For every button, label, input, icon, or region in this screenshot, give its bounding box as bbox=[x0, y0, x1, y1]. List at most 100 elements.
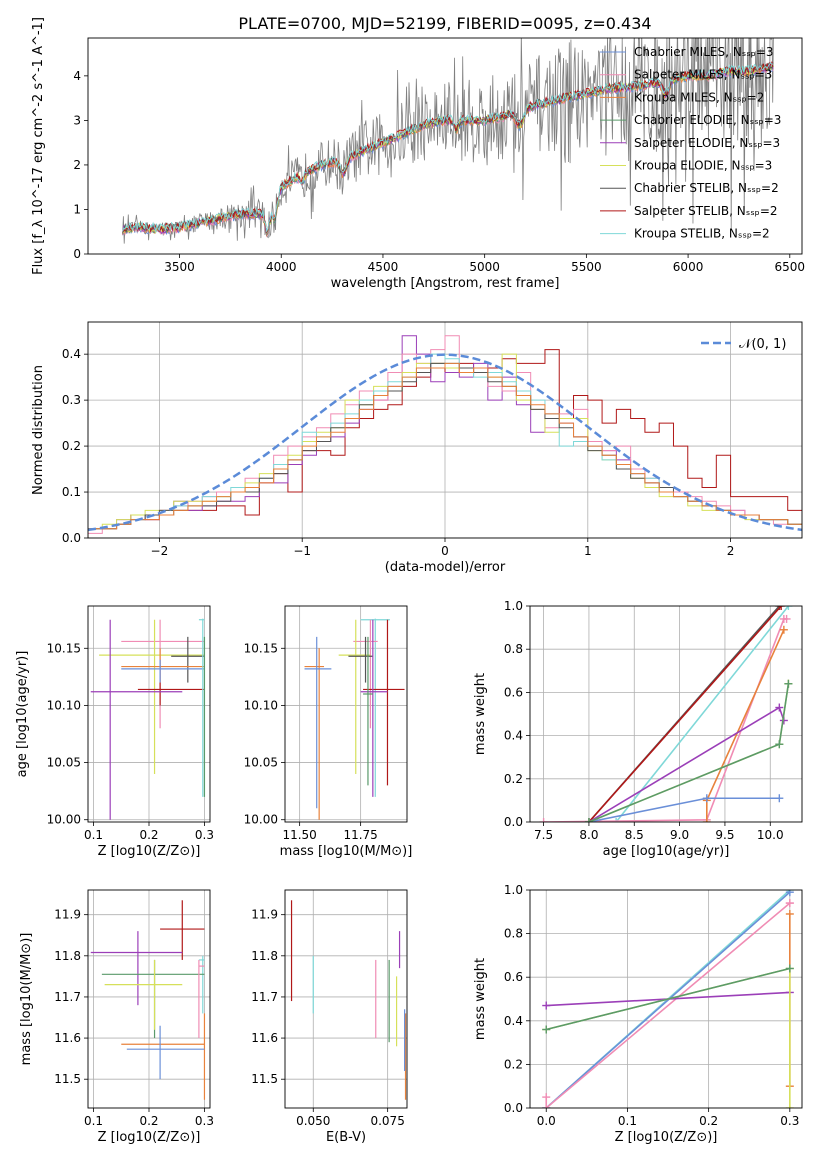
spectrum-panel: 3500 4000 4500 5000 5500 6000 6500 0 1 2 3 4 wavelen… bbox=[31, 17, 806, 291]
x-tick-label: 11.75 bbox=[343, 828, 377, 842]
x-tick-label: 0.2 bbox=[699, 1114, 718, 1128]
weight-line-salpeter-elodie bbox=[588, 706, 785, 822]
y-tick-label: 11.7 bbox=[251, 990, 278, 1004]
y-tick-label: 11.9 bbox=[54, 908, 81, 922]
x-tick-label: 1 bbox=[584, 544, 592, 558]
weight-line-salpeter-stelib bbox=[588, 606, 782, 822]
x-axis-label: Z [log10(Z/Z⊙)] bbox=[615, 1130, 718, 1145]
x-tick-label: 0.3 bbox=[195, 1114, 214, 1128]
legend-label: Chabrier ELODIE, Nₛₛₚ=3 bbox=[634, 113, 781, 127]
y-tick-label: 11.9 bbox=[251, 908, 278, 922]
x-tick-label: 8.5 bbox=[625, 828, 644, 842]
y-tick-label: 1 bbox=[73, 202, 81, 216]
plot-area bbox=[530, 606, 802, 822]
plot-area bbox=[88, 606, 210, 822]
mass-vs-ebv-panel: 0.050 0.075 11.5 11.6 11.7 11.8 11.9 E(B-V) bbox=[251, 889, 408, 1145]
y-tick-label: 1.0 bbox=[504, 599, 523, 613]
x-tick-label: 5000 bbox=[469, 260, 500, 274]
age-vs-mass-panel: 11.50 11.75 10.00 10.05 10.10 10.15 mass [log1… bbox=[244, 605, 412, 859]
y-tick-label: 10.10 bbox=[244, 698, 278, 712]
y-tick-label: 0 bbox=[73, 247, 81, 261]
x-tick-label: −1 bbox=[293, 544, 311, 558]
y-tick-label: 10.00 bbox=[47, 813, 81, 827]
x-tick-label: 6500 bbox=[775, 260, 806, 274]
mass-vs-metallicity-panel: 0.1 0.2 0.3 11.5 11.6 11.7 11.8 11.9 Z [log10(Z/… bbox=[19, 889, 214, 1145]
y-tick-label: 0.2 bbox=[504, 1057, 523, 1071]
x-tick-label: 0.2 bbox=[139, 1114, 158, 1128]
y-axis-label: Normed distribution bbox=[31, 365, 46, 495]
x-tick-label: 0.3 bbox=[195, 828, 214, 842]
y-tick-label: 10.10 bbox=[47, 698, 81, 712]
y-tick-label: 0.1 bbox=[62, 485, 81, 499]
x-tick-label: 8.0 bbox=[579, 828, 598, 842]
x-tick-label: 0.075 bbox=[370, 1114, 404, 1128]
normal-distribution-curve bbox=[88, 353, 802, 532]
y-tick-label: 11.7 bbox=[54, 990, 81, 1004]
axes-frame bbox=[87, 321, 803, 539]
x-tick-label: 7.5 bbox=[534, 828, 553, 842]
y-axis-label: mass [log10(M/M⊙)] bbox=[19, 933, 34, 1066]
y-tick-label: 0.4 bbox=[62, 347, 81, 361]
x-tick-label: 0.0 bbox=[537, 1114, 556, 1128]
spectrum-legend: Chabrier MILES, Nₛₛₚ=3 Salpeter MILES, Nₛ… bbox=[600, 45, 781, 241]
axes-frame bbox=[87, 889, 211, 1109]
x-tick-label: 4500 bbox=[368, 260, 399, 274]
histogram-kroupa-miles bbox=[88, 362, 802, 538]
y-tick-label: 0.3 bbox=[62, 393, 81, 407]
legend-label: Chabrier MILES, Nₛₛₚ=3 bbox=[634, 45, 774, 59]
y-tick-label: 11.6 bbox=[54, 1031, 81, 1045]
axes-frame bbox=[284, 889, 408, 1109]
y-tick-label: 0.2 bbox=[62, 439, 81, 453]
model-spectrum-kroupa-stelib bbox=[122, 62, 774, 233]
legend-label: Salpeter MILES, Nₛₛₚ=3 bbox=[634, 68, 772, 82]
x-tick-label: 0.2 bbox=[139, 828, 158, 842]
y-tick-label: 0.2 bbox=[504, 772, 523, 786]
y-tick-label: 10.15 bbox=[244, 641, 278, 655]
y-tick-label: 4 bbox=[73, 69, 81, 83]
y-tick-label: 1.0 bbox=[504, 883, 523, 897]
legend-label: Kroupa ELODIE, Nₛₛₚ=3 bbox=[634, 159, 772, 173]
axes-frame bbox=[87, 37, 803, 255]
y-tick-label: 3 bbox=[73, 113, 81, 127]
mass-weight-vs-age-panel: 7.5 8.0 8.5 9.0 9.5 10.0 0.0 0.2 0.4 0.6 0.8 1.0 age… bbox=[473, 599, 803, 859]
legend-label: Salpeter ELODIE, Nₛₛₚ=3 bbox=[634, 136, 780, 150]
x-tick-label: 9.5 bbox=[715, 828, 734, 842]
x-axis-label: (data-model)/error bbox=[385, 560, 506, 575]
weight-line-kroupa-stelib bbox=[615, 606, 790, 822]
x-tick-label: 0.1 bbox=[84, 828, 103, 842]
y-tick-label: 0.0 bbox=[504, 1101, 523, 1115]
weight-line-kroupa-elodie bbox=[546, 967, 791, 1108]
legend-label: Kroupa STELIB, Nₛₛₚ=2 bbox=[634, 227, 770, 241]
x-tick-label: 0.050 bbox=[296, 1114, 330, 1128]
y-tick-label: 10.05 bbox=[47, 756, 81, 770]
y-tick-label: 0.0 bbox=[504, 815, 523, 829]
legend-label: Kroupa MILES, Nₛₛₚ=2 bbox=[634, 90, 764, 104]
x-tick-label: 0.3 bbox=[780, 1114, 799, 1128]
x-axis-label: E(B-V) bbox=[326, 1130, 366, 1145]
weight-line-chabrier-miles bbox=[545, 891, 791, 1108]
y-tick-label: 10.00 bbox=[244, 813, 278, 827]
x-tick-label: 4000 bbox=[266, 260, 297, 274]
x-axis-label: Z [log10(Z/Z⊙)] bbox=[98, 844, 201, 859]
x-tick-label: 6000 bbox=[673, 260, 704, 274]
residual-legend: 𝒩(0, 1) bbox=[701, 337, 786, 352]
legend-label: Chabrier STELIB, Nₛₛₚ=2 bbox=[634, 181, 779, 195]
y-axis-label: mass weight bbox=[473, 673, 488, 755]
y-axis-label: mass weight bbox=[473, 958, 488, 1040]
plot-area bbox=[530, 890, 802, 1108]
legend-label: Salpeter STELIB, Nₛₛₚ=2 bbox=[634, 204, 778, 218]
plot-area bbox=[88, 890, 210, 1108]
y-tick-label: 2 bbox=[73, 158, 81, 172]
plot-area bbox=[88, 322, 802, 538]
x-tick-label: 3500 bbox=[164, 260, 195, 274]
y-tick-label: 0.0 bbox=[62, 531, 81, 545]
x-tick-label: 0 bbox=[441, 544, 449, 558]
x-axis-label: Z [log10(Z/Z⊙)] bbox=[98, 1130, 201, 1145]
y-axis-label: age [log10(age/yr)] bbox=[15, 651, 30, 778]
y-tick-label: 11.8 bbox=[251, 949, 278, 963]
x-tick-label: 5500 bbox=[571, 260, 602, 274]
y-tick-label: 11.5 bbox=[54, 1072, 81, 1086]
mass-weight-vs-metallicity-panel: 0.0 0.1 0.2 0.3 0.0 0.2 0.4 0.6 0.8 1.0 Z [log10(Z… bbox=[473, 883, 803, 1145]
x-axis-label: wavelength [Angstrom, rest frame] bbox=[331, 276, 560, 291]
